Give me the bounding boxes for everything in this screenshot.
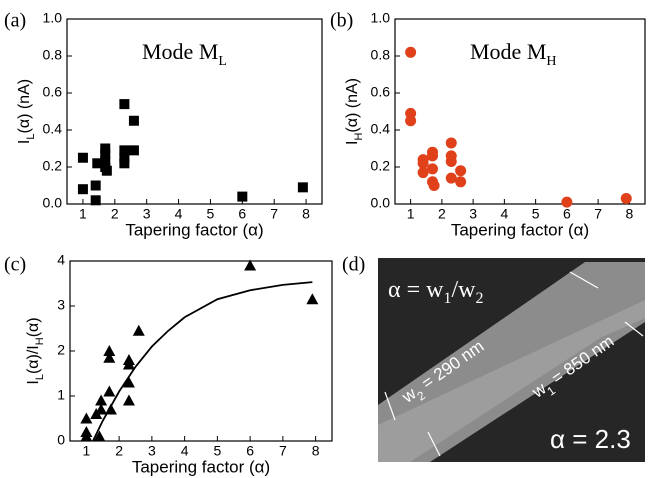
x-tick-label: 7	[270, 206, 278, 222]
panel-title-part: L	[218, 54, 227, 69]
point	[78, 153, 88, 163]
point	[129, 116, 139, 126]
x-tick-label: 7	[279, 443, 287, 459]
y-axis-label-part: H	[34, 337, 46, 345]
figure: α = w1/w2 w2 = 290 nm w1 = 850 nm α = 2.…	[0, 0, 649, 478]
point	[405, 47, 416, 58]
y-axis-label-part: H	[353, 133, 365, 141]
point	[133, 325, 145, 336]
point	[621, 193, 632, 204]
point	[91, 181, 101, 191]
point	[298, 182, 308, 192]
y-tick-label: 0.0	[371, 195, 391, 211]
point	[80, 426, 92, 437]
x-tick-label: 4	[181, 443, 189, 459]
x-tick-label: 6	[246, 443, 254, 459]
point	[102, 166, 112, 176]
x-tick-label: 2	[115, 443, 123, 459]
x-tick-label: 4	[175, 206, 183, 222]
x-tick-label: 1	[407, 206, 415, 222]
x-tick-label: 3	[148, 443, 156, 459]
y-axis-label-part: (α)	[25, 317, 42, 337]
panel-title-part: Mode M	[142, 39, 218, 64]
panel-label: (a)	[4, 10, 26, 32]
x-tick-label: 5	[213, 443, 221, 459]
y-tick-label: 0.8	[43, 47, 63, 63]
y-tick-label: 0.0	[43, 195, 63, 211]
y-axis-label: IL(α)/IH(α)	[25, 317, 46, 384]
point	[100, 149, 110, 159]
point	[446, 137, 457, 148]
point	[455, 176, 466, 187]
panel-label: (d)	[342, 254, 365, 276]
panel-title-part: Mode M	[470, 39, 546, 64]
panel-title: Mode ML	[142, 39, 227, 69]
point	[119, 99, 129, 109]
point	[427, 163, 438, 174]
point	[429, 180, 440, 191]
alpha-value: α = 2.3	[550, 424, 631, 454]
x-axis-label: Tapering factor (α)	[132, 457, 270, 476]
panel-title-part: H	[546, 54, 556, 69]
point	[129, 145, 139, 155]
x-axis-label: Tapering factor (α)	[125, 220, 263, 239]
x-tick-label: 3	[469, 206, 477, 222]
x-tick-label: 1	[79, 206, 87, 222]
x-tick-label: 6	[563, 206, 571, 222]
y-tick-label: 1.0	[43, 10, 63, 26]
point	[405, 115, 416, 126]
point	[80, 413, 92, 424]
panel-label: (b)	[330, 10, 353, 32]
x-tick-label: 5	[207, 206, 215, 222]
x-tick-label: 8	[312, 443, 320, 459]
y-tick-label: 1.0	[371, 10, 391, 26]
point	[123, 395, 135, 406]
y-axis-label: IH(α) (nA)	[344, 78, 365, 145]
x-tick-label: 8	[625, 206, 633, 222]
x-axis-label: Tapering factor (α)	[451, 220, 589, 239]
x-tick-label: 4	[500, 206, 508, 222]
panel-title: Mode MH	[470, 39, 557, 69]
y-axis-label: IL(α) (nA)	[16, 79, 37, 144]
y-tick-label: 0	[57, 432, 65, 448]
y-tick-label: 0.6	[371, 84, 391, 100]
y-axis-label-part: (α) (nA)	[16, 79, 33, 134]
point	[78, 184, 88, 194]
y-tick-label: 1	[57, 387, 65, 403]
x-tick-label: 2	[111, 206, 119, 222]
y-axis-label-part: (α) (nA)	[344, 78, 361, 133]
y-tick-label: 0.8	[371, 47, 391, 63]
y-tick-label: 0.6	[43, 84, 63, 100]
point	[237, 192, 247, 202]
point	[455, 165, 466, 176]
y-tick-label: 3	[57, 297, 65, 313]
point	[418, 167, 429, 178]
y-tick-label: 4	[57, 252, 65, 268]
point	[103, 386, 115, 397]
x-tick-label: 6	[238, 206, 246, 222]
y-axis-label-part: (α)/I	[25, 345, 42, 374]
y-tick-label: 0.2	[43, 158, 63, 174]
x-tick-label: 5	[532, 206, 540, 222]
x-tick-label: 8	[302, 206, 310, 222]
x-tick-label: 3	[143, 206, 151, 222]
point	[446, 173, 457, 184]
point	[306, 293, 318, 304]
point	[91, 195, 101, 205]
x-tick-label: 2	[438, 206, 446, 222]
point	[119, 158, 129, 168]
point	[427, 150, 438, 161]
y-tick-label: 0.4	[43, 121, 63, 137]
y-tick-label: 0.2	[371, 158, 391, 174]
panel-label: (c)	[4, 254, 26, 276]
point	[561, 197, 572, 208]
point	[446, 156, 457, 167]
x-tick-label: 7	[594, 206, 602, 222]
sem-image: α = w1/w2 w2 = 290 nm w1 = 850 nm α = 2.…	[378, 258, 645, 462]
x-tick-label: 1	[82, 443, 90, 459]
y-tick-label: 2	[57, 342, 65, 358]
y-tick-label: 0.4	[371, 121, 391, 137]
